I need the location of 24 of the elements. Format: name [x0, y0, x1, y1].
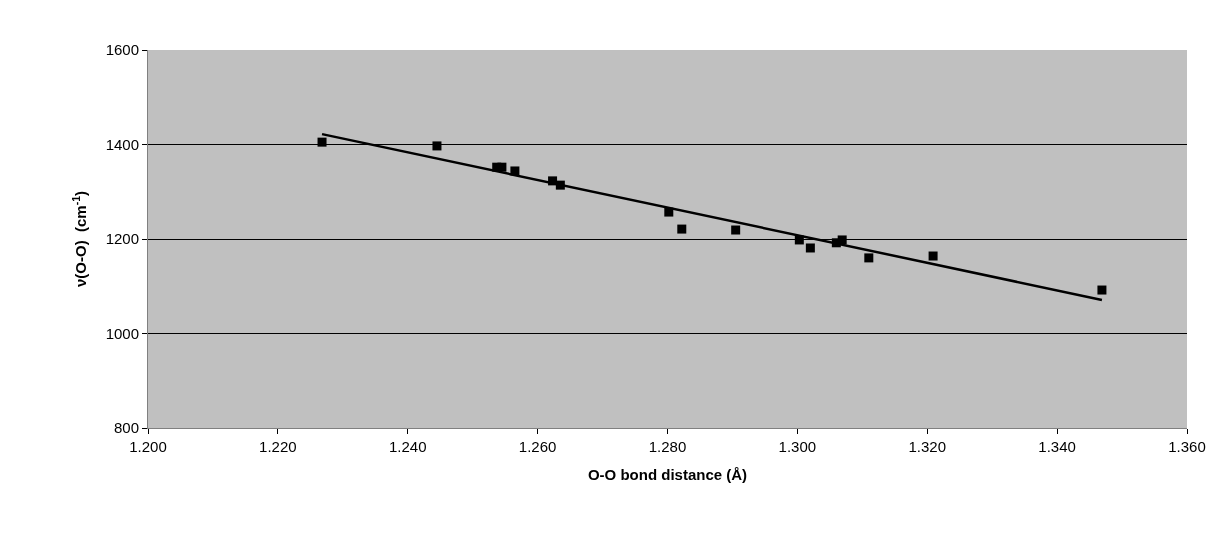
y-tick-label: 1600: [105, 41, 139, 59]
point: [864, 253, 874, 263]
x-axis-title: O-O bond distance (Å): [587, 466, 748, 483]
point: [1097, 285, 1107, 295]
point: [677, 224, 687, 234]
y-tick-label: 1400: [105, 135, 139, 153]
point: [837, 235, 847, 245]
x-tick-label: 1.280: [648, 438, 687, 455]
point: [928, 251, 938, 261]
x-tick-label: 1.200: [129, 438, 167, 455]
point: [432, 141, 442, 151]
point: [805, 243, 815, 253]
y-tick-label: 1000: [105, 324, 139, 342]
y-tick-label: 800: [113, 419, 139, 437]
x-tick-label: 1.360: [1168, 438, 1206, 455]
point: [317, 137, 327, 147]
y-tick-label: 1200: [105, 230, 139, 248]
x-tick-label: 1.300: [778, 438, 817, 455]
x-tick-label: 1.220: [259, 438, 297, 455]
x-tick-label: 1.320: [908, 438, 947, 455]
point: [731, 225, 741, 235]
x-tick-label: 1.240: [388, 438, 427, 455]
x-tick-label: 1.260: [518, 438, 557, 455]
x-tick-label: 1.340: [1038, 438, 1076, 455]
